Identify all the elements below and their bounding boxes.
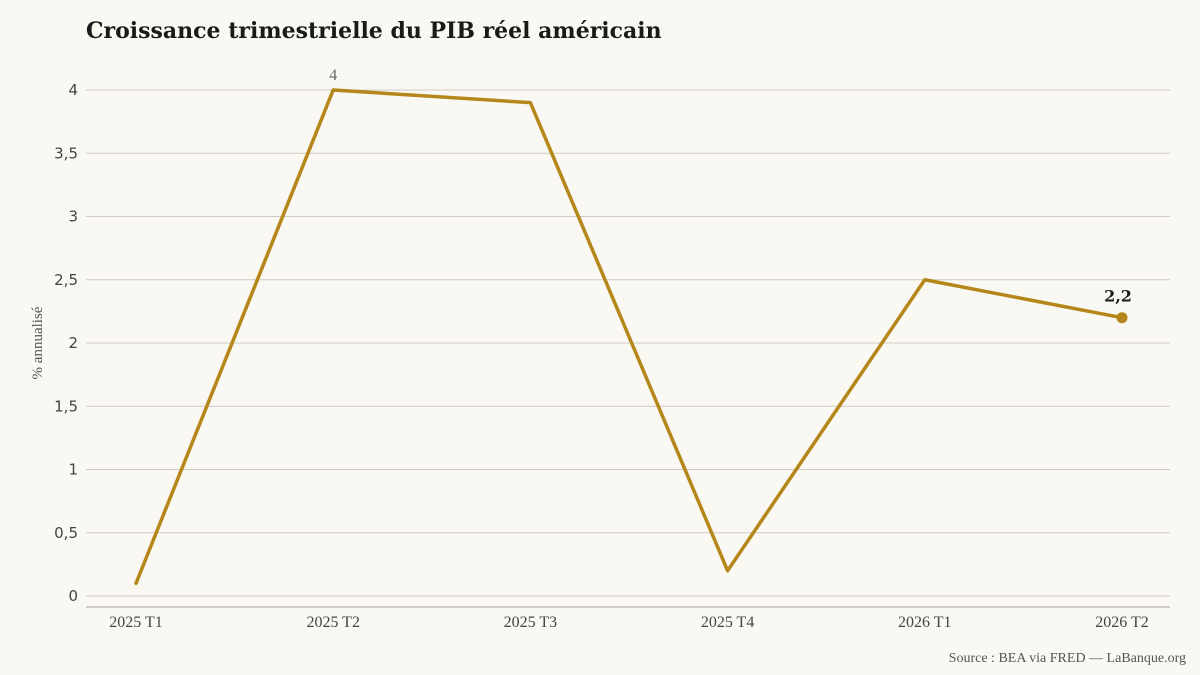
y-tick-label: 0,5 [54, 524, 78, 542]
data-labels: 42,2 [329, 67, 1132, 306]
y-tick-label: 2 [68, 334, 78, 352]
gridlines [86, 89, 1170, 597]
x-tick-label: 2025 T3 [504, 614, 557, 631]
y-tick-label: 4 [68, 81, 78, 99]
data-label-last: 2,2 [1104, 287, 1132, 306]
x-tick-label: 2025 T1 [109, 614, 162, 631]
y-tick-label: 0 [68, 587, 78, 605]
data-label-max: 4 [329, 67, 337, 84]
y-tick-label: 3,5 [54, 144, 78, 162]
y-tick-label: 1,5 [54, 397, 78, 415]
source-note: Source : BEA via FRED — LaBanque.org [948, 651, 1186, 666]
series-line [134, 88, 1128, 586]
x-tick-label: 2026 T2 [1095, 614, 1148, 631]
last-point-marker [1116, 312, 1128, 324]
x-tick-label: 2025 T4 [701, 614, 754, 631]
y-tick-label: 3 [68, 208, 78, 226]
series-line-path [134, 88, 1124, 586]
y-axis-title: % annualisé [30, 306, 46, 379]
x-tick-label: 2025 T2 [306, 614, 359, 631]
y-tick-label: 2,5 [54, 271, 78, 289]
y-tick-label: 1 [68, 461, 78, 479]
chart-title: Croissance trimestrielle du PIB réel amé… [86, 18, 662, 44]
x-tick-label: 2026 T1 [898, 614, 951, 631]
axes: 0 0,5 1 1,5 2 2,5 3 3,5 4 2025 T1 2025 T2 2025 T3 20… [30, 81, 1170, 631]
